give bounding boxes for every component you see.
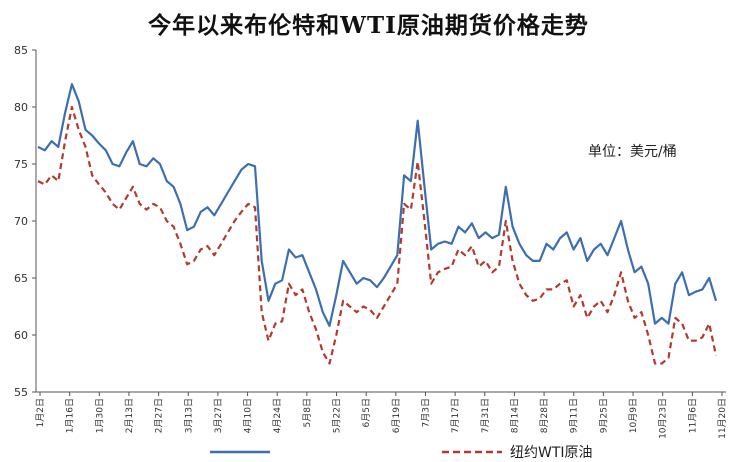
series-line-0 [37, 83, 718, 327]
x-tick-label: 10月9日 [628, 398, 639, 433]
series-lines [37, 83, 718, 365]
y-tick-label: 70 [14, 215, 28, 228]
x-tick-label: 9月25日 [598, 398, 609, 433]
x-tick-label: 3月27日 [213, 398, 224, 433]
x-tick-label: 11月6日 [687, 398, 698, 433]
chart-title: 今年以来布伦特和WTI原油期货价格走势 [148, 12, 589, 39]
y-tick-label: 55 [14, 386, 28, 399]
x-tick-label: 7月3日 [420, 398, 431, 427]
y-axis-ticks: 55 60 65 70 75 80 85 [14, 44, 36, 399]
x-tick-label: 7月31日 [480, 398, 491, 433]
x-tick-label: 9月11日 [569, 398, 580, 433]
x-tick-label: 7月17日 [450, 398, 461, 433]
y-tick-label: 75 [14, 158, 28, 171]
x-tick-label: 4月24日 [272, 398, 283, 433]
x-tick-label: 8月14日 [509, 398, 520, 433]
series-line-1 [37, 105, 718, 365]
y-tick-label: 65 [14, 272, 28, 285]
x-axis-ticks: 1月2日 1月16日 1月30日 2月13日 2月27日 3月13日 3月27日 4月10日 4… [35, 392, 728, 439]
y-tick-label: 85 [14, 44, 28, 57]
x-tick-label: 1月30日 [94, 398, 105, 433]
y-tick-label: 80 [14, 101, 28, 114]
x-tick-label: 1月16日 [65, 398, 76, 433]
x-tick-label: 2月27日 [154, 398, 165, 433]
x-tick-label: 6月5日 [361, 398, 372, 427]
x-tick-label: 11月20日 [717, 398, 728, 439]
x-tick-label: 6月19日 [391, 398, 402, 433]
x-tick-label: 3月13日 [183, 398, 194, 433]
unit-label: 单位：美元/桶 [588, 144, 677, 160]
x-tick-label: 10月23日 [658, 398, 669, 439]
y-tick-label: 60 [14, 329, 28, 342]
legend-label-1: 纽约WTI原油 [510, 445, 593, 461]
x-tick-label: 5月22日 [332, 398, 343, 433]
chart-legend: 纽约WTI原油 [210, 445, 593, 461]
chart-axes [35, 50, 726, 393]
x-tick-label: 8月28日 [539, 398, 550, 433]
x-tick-label: 5月8日 [302, 398, 313, 427]
x-tick-label: 4月10日 [243, 398, 254, 433]
x-tick-label: 1月2日 [35, 398, 46, 427]
x-tick-label: 2月13日 [124, 398, 135, 433]
